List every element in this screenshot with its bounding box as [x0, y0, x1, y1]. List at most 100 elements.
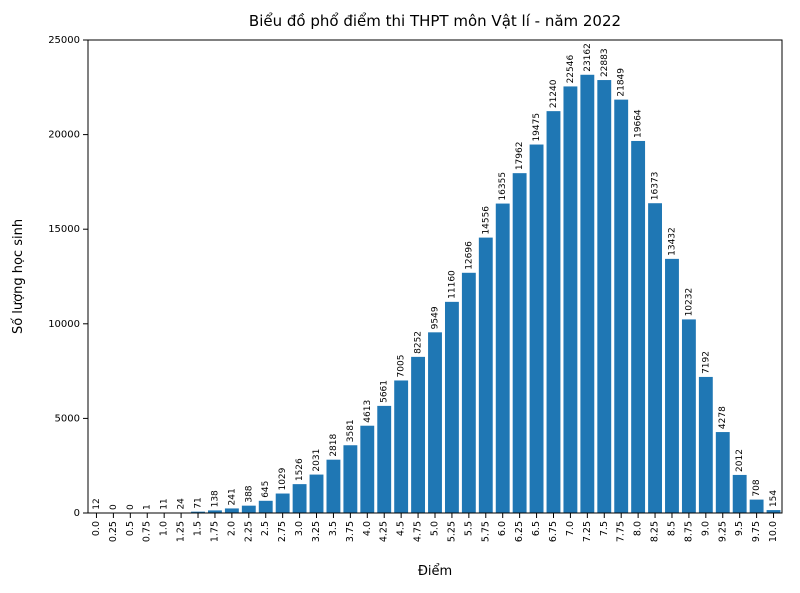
bar-value-label: 19664 — [634, 109, 644, 138]
bar-value-label: 4278 — [718, 406, 728, 429]
bar — [343, 445, 357, 513]
x-tick-label: 3.75 — [345, 521, 356, 542]
chart-container: 1200111247113824138864510291526203128183… — [0, 0, 800, 593]
y-tick-label: 5000 — [55, 413, 80, 424]
bar-value-label: 7005 — [397, 355, 407, 378]
bar — [394, 380, 408, 513]
bar-value-label: 1029 — [278, 467, 288, 490]
x-tick-label: 5.5 — [463, 521, 474, 536]
x-tick-label: 5.25 — [446, 521, 457, 542]
x-tick-label: 5.75 — [480, 521, 491, 542]
x-tick-label: 3.5 — [328, 521, 339, 536]
y-tick-label: 10000 — [48, 319, 80, 330]
bar-value-label: 16373 — [651, 172, 661, 201]
bar — [479, 238, 493, 513]
bar — [665, 259, 679, 513]
x-tick-label: 3.25 — [311, 521, 322, 542]
x-tick-label: 0.0 — [91, 521, 102, 536]
bar-value-label: 2031 — [312, 449, 322, 472]
x-tick-label: 7.0 — [565, 521, 576, 536]
bar-value-label: 5661 — [380, 380, 390, 403]
bar-value-label: 12696 — [464, 241, 474, 270]
bar-value-label: 11160 — [447, 270, 457, 299]
bar — [563, 86, 577, 513]
x-tick-label: 0.5 — [125, 521, 136, 536]
bar-value-label: 23162 — [583, 43, 593, 72]
bar-value-label: 0 — [109, 504, 119, 510]
bar-value-label: 13432 — [667, 227, 677, 256]
bar — [614, 100, 628, 513]
bar — [428, 332, 442, 513]
bar-value-label: 22883 — [600, 48, 610, 77]
x-tick-label: 7.75 — [616, 521, 627, 542]
x-tick-label: 9.0 — [700, 521, 711, 536]
bar — [716, 432, 730, 513]
bar-value-label: 8252 — [414, 331, 424, 354]
bar — [513, 173, 527, 513]
bar-value-label: 11 — [160, 498, 170, 509]
bar — [682, 319, 696, 513]
bar — [750, 500, 764, 513]
x-tick-label: 8.5 — [666, 521, 677, 536]
x-tick-label: 4.5 — [396, 521, 407, 536]
bar — [547, 111, 561, 513]
x-tick-label: 6.0 — [497, 521, 508, 536]
x-tick-label: 2.5 — [260, 521, 271, 536]
bar-value-label: 241 — [227, 488, 237, 505]
bar — [225, 508, 239, 513]
y-axis-title: Số lượng học sinh — [11, 219, 26, 334]
bar-value-label: 21240 — [549, 79, 559, 108]
x-tick-label: 0.75 — [142, 521, 153, 542]
y-tick-label: 25000 — [48, 35, 80, 46]
bar-value-label: 154 — [769, 490, 779, 507]
x-tick-label: 1.25 — [176, 521, 187, 542]
bar-value-label: 19475 — [532, 113, 542, 142]
bar — [276, 494, 290, 513]
chart-title: Biểu đồ phổ điểm thi THPT môn Vật lí - n… — [249, 12, 621, 30]
x-tick-label: 6.25 — [514, 521, 525, 542]
x-tick-label: 1.0 — [159, 521, 170, 536]
x-tick-label: 7.25 — [582, 521, 593, 542]
bar — [597, 80, 611, 513]
x-tick-label: 4.0 — [362, 521, 373, 536]
bar — [242, 506, 256, 513]
x-tick-label: 2.0 — [226, 521, 237, 536]
bar-value-label: 3581 — [346, 419, 356, 442]
bar — [327, 460, 341, 513]
bar — [293, 484, 307, 513]
bar — [310, 475, 324, 513]
x-tick-label: 4.75 — [413, 521, 424, 542]
x-tick-label: 3.0 — [294, 521, 305, 536]
x-tick-label: 9.75 — [751, 521, 762, 542]
x-axis-title: Điểm — [418, 564, 452, 579]
bar-value-label: 708 — [752, 479, 762, 496]
x-tick-label: 1.75 — [209, 521, 220, 542]
bar-value-label: 1 — [143, 504, 153, 510]
bar-value-label: 24 — [177, 498, 187, 510]
x-tick-label: 6.5 — [531, 521, 542, 536]
bar — [699, 377, 713, 513]
y-tick-label: 15000 — [48, 224, 80, 235]
bar-value-label: 14556 — [481, 206, 491, 235]
x-tick-label: 8.0 — [633, 521, 644, 536]
y-tick-label: 20000 — [48, 130, 80, 141]
bar-value-label: 12 — [92, 498, 102, 509]
bar-value-label: 71 — [194, 497, 204, 508]
x-tick-label: 0.25 — [108, 521, 119, 542]
x-tick-label: 8.25 — [650, 521, 661, 542]
bar — [496, 204, 510, 513]
bar — [580, 75, 594, 513]
bar-value-label: 2818 — [329, 434, 339, 457]
bar-value-label: 7192 — [701, 351, 711, 374]
bar — [411, 357, 425, 513]
bar — [530, 145, 544, 513]
x-tick-label: 10.0 — [768, 521, 779, 542]
bar — [445, 302, 459, 513]
bar-value-label: 388 — [244, 485, 254, 502]
bar-value-label: 645 — [261, 481, 271, 498]
y-tick-label: 0 — [74, 508, 80, 519]
bar — [259, 501, 273, 513]
bar — [360, 426, 374, 513]
bar-value-label: 138 — [210, 490, 220, 507]
bar-value-label: 16355 — [498, 172, 508, 201]
